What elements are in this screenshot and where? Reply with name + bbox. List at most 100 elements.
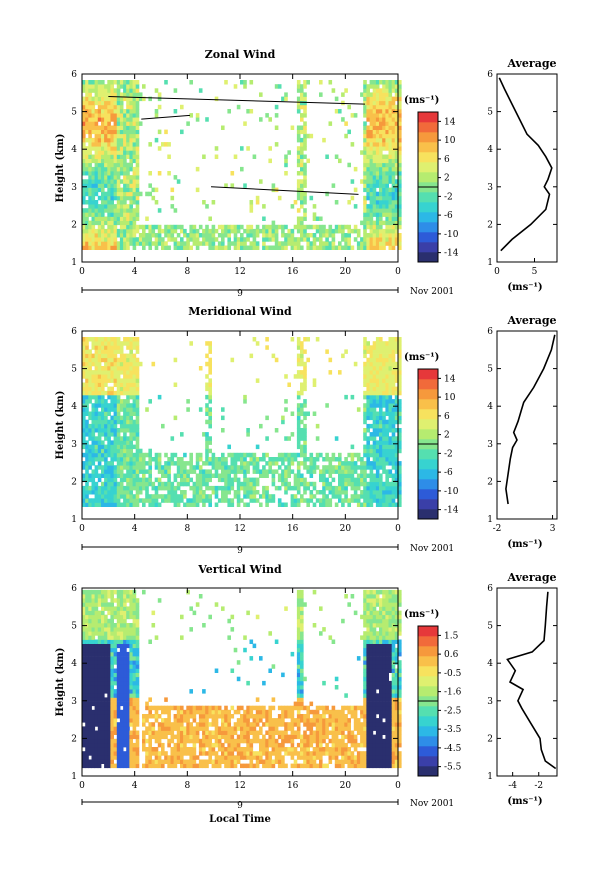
heatmap-cell xyxy=(375,158,380,164)
heatmap-cell xyxy=(284,374,288,379)
heatmap-cell xyxy=(382,113,386,118)
heatmap-cell xyxy=(97,150,102,155)
heatmap-cell xyxy=(202,623,206,628)
heatmap-cell xyxy=(398,175,402,180)
heatmap-cell xyxy=(325,457,329,462)
heatmap-cell xyxy=(353,477,358,483)
heatmap-cell xyxy=(388,378,393,383)
heatmap-cell xyxy=(145,705,149,711)
heatmap-cell xyxy=(104,614,108,620)
heatmap-cell xyxy=(366,423,370,429)
heatmap-cell xyxy=(157,241,162,246)
heatmap-cell xyxy=(161,245,165,250)
heatmap-cell xyxy=(132,353,137,359)
heatmap-cell xyxy=(104,465,108,470)
heatmap-cell xyxy=(110,220,114,226)
heatmap-cell xyxy=(366,146,370,151)
heatmap-cell xyxy=(116,394,121,400)
heatmap-cell xyxy=(385,121,389,126)
heatmap-cell xyxy=(123,751,127,756)
heatmap-cell xyxy=(214,734,219,740)
heatmap-cell xyxy=(183,759,187,764)
heatmap-cell xyxy=(145,452,149,458)
heatmap-cell xyxy=(138,233,143,238)
heatmap-cell xyxy=(388,117,393,122)
heatmap-cell xyxy=(129,656,133,661)
heatmap-cell xyxy=(94,366,99,371)
heatmap-cell xyxy=(372,241,377,246)
heatmap-cell xyxy=(154,457,159,462)
heatmap-cell xyxy=(94,241,99,246)
heatmap-cell xyxy=(167,490,171,495)
heatmap-cell xyxy=(344,465,348,470)
heatmap-cell xyxy=(91,245,96,250)
heatmap-cell xyxy=(382,353,386,359)
heatmap-cell xyxy=(145,747,149,752)
heatmap-cell xyxy=(88,718,92,723)
heatmap-cell xyxy=(385,481,389,487)
heatmap-cell xyxy=(107,763,111,769)
heatmap-cell xyxy=(186,705,190,711)
heatmap-cell xyxy=(94,361,99,367)
heatmap-cell xyxy=(217,734,222,740)
heatmap-cell xyxy=(129,701,133,707)
heatmap-cell xyxy=(240,166,244,172)
heatmap-cell xyxy=(104,623,108,628)
heatmap-cell xyxy=(233,237,238,242)
heatmap-cell xyxy=(94,680,99,686)
heatmap-cell xyxy=(394,477,399,483)
heatmap-cell xyxy=(119,473,124,478)
heatmap-cell xyxy=(129,191,133,197)
heatmap-cell xyxy=(300,361,304,367)
heatmap-cell xyxy=(129,469,133,474)
heatmap-cell xyxy=(379,341,383,346)
heatmap-cell xyxy=(126,150,130,155)
heatmap-cell xyxy=(300,353,304,359)
heatmap-cell xyxy=(341,465,345,470)
heatmap-cell xyxy=(85,751,89,756)
heatmap-cell xyxy=(192,502,197,507)
heatmap-cell xyxy=(369,96,374,102)
heatmap-cell xyxy=(104,423,108,429)
heatmap-cell xyxy=(151,714,156,719)
heatmap-cell xyxy=(217,755,222,760)
heatmap-cell xyxy=(391,490,396,495)
heatmap-cell xyxy=(132,606,137,611)
heatmap-cell xyxy=(116,676,121,682)
heatmap-cell xyxy=(353,481,358,487)
heatmap-cell xyxy=(319,473,323,478)
heatmap-cell xyxy=(129,109,133,114)
heatmap-cell xyxy=(132,386,137,392)
heatmap-cell xyxy=(312,212,317,217)
heatmap-cell xyxy=(356,407,361,412)
heatmap-cell xyxy=(135,763,140,769)
heatmap-cell xyxy=(265,498,269,503)
heatmap-cell xyxy=(110,228,114,234)
heatmap-cell xyxy=(211,473,216,478)
heatmap-cell xyxy=(129,614,133,620)
heatmap-cell xyxy=(173,224,178,230)
heatmap-cell xyxy=(262,245,266,250)
heatmap-cell xyxy=(132,399,137,404)
heatmap-cell xyxy=(123,212,127,217)
heatmap-cell xyxy=(164,224,168,230)
heatmap-cell xyxy=(94,614,99,620)
heatmap-cell xyxy=(195,481,200,487)
heatmap-cell xyxy=(129,96,133,102)
heatmap-cell xyxy=(353,228,358,234)
heatmap-cell xyxy=(91,117,96,122)
heatmap-cell xyxy=(88,137,92,143)
heatmap-cell xyxy=(398,428,402,433)
heatmap-cell xyxy=(208,477,212,483)
heatmap-cell xyxy=(123,378,127,383)
heatmap-cell xyxy=(161,730,165,735)
heatmap-cell xyxy=(151,747,156,752)
colorbar-tick-label: -2 xyxy=(444,192,453,202)
heatmap-cell xyxy=(300,419,304,425)
heatmap-cell xyxy=(198,465,203,470)
heatmap-cell xyxy=(347,498,351,503)
heatmap-cell xyxy=(369,109,374,114)
heatmap-cell xyxy=(132,718,137,723)
heatmap-cell xyxy=(379,382,383,387)
heatmap-cell xyxy=(88,432,92,437)
